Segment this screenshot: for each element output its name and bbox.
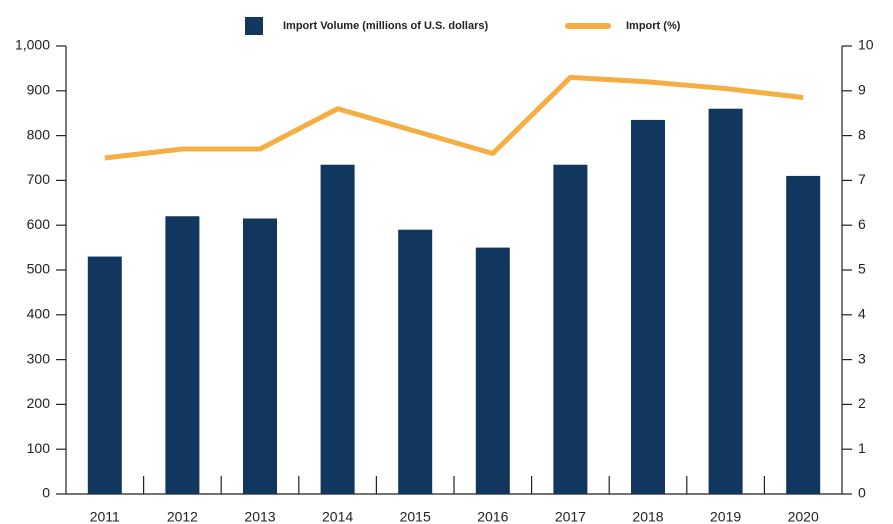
y2-tick-label: 0 xyxy=(858,485,866,501)
y-tick-label: 400 xyxy=(27,306,51,322)
bar xyxy=(398,229,433,494)
y2-tick-label: 10 xyxy=(858,37,874,53)
y2-tick-label: 8 xyxy=(858,126,866,142)
x-tick-label: 2012 xyxy=(167,509,198,524)
y2-tick-label: 6 xyxy=(858,216,866,232)
y-tick-label: 900 xyxy=(27,82,51,98)
y2-tick-label: 2 xyxy=(858,395,866,411)
x-tick-label: 2018 xyxy=(632,509,663,524)
x-tick-label: 2020 xyxy=(788,509,819,524)
x-tick-label: 2015 xyxy=(400,509,431,524)
bar xyxy=(708,108,743,494)
bar xyxy=(553,164,588,494)
bar xyxy=(631,119,665,495)
y-tick-label: 700 xyxy=(27,171,51,187)
y2-tick-label: 9 xyxy=(858,82,866,98)
y-tick-label: 300 xyxy=(27,350,51,366)
legend-swatch xyxy=(245,17,263,35)
x-tick-label: 2016 xyxy=(477,509,508,524)
x-tick-label: 2013 xyxy=(244,509,275,524)
line xyxy=(104,74,804,161)
y-tick-label: 500 xyxy=(27,261,51,277)
y2-tick-label: 4 xyxy=(858,306,866,322)
legend-label: Import Volume (millions of U.S. dollars) xyxy=(283,20,488,32)
y2-tick-label: 3 xyxy=(858,350,866,366)
y-tick-label: 1,000 xyxy=(15,37,50,53)
bar xyxy=(165,216,200,495)
x-tick-label: 2019 xyxy=(710,509,741,524)
y-tick-label: 0 xyxy=(42,485,50,501)
y-tick-label: 800 xyxy=(27,126,51,142)
bar xyxy=(87,256,122,494)
y-tick-label: 600 xyxy=(27,216,51,232)
x-tick-label: 2011 xyxy=(90,509,120,524)
legend-label: Import (%) xyxy=(626,20,681,32)
bar xyxy=(786,175,821,495)
y-tick-label: 200 xyxy=(27,395,51,411)
x-tick-label: 2014 xyxy=(322,509,353,524)
y2-tick-label: 1 xyxy=(858,440,866,456)
y2-tick-label: 5 xyxy=(858,261,866,277)
x-tick-label: 2017 xyxy=(555,509,586,524)
bar xyxy=(320,164,355,494)
y-tick-label: 100 xyxy=(27,440,51,456)
y2-tick-label: 7 xyxy=(858,171,866,187)
bar xyxy=(475,247,510,494)
bar xyxy=(243,218,277,495)
